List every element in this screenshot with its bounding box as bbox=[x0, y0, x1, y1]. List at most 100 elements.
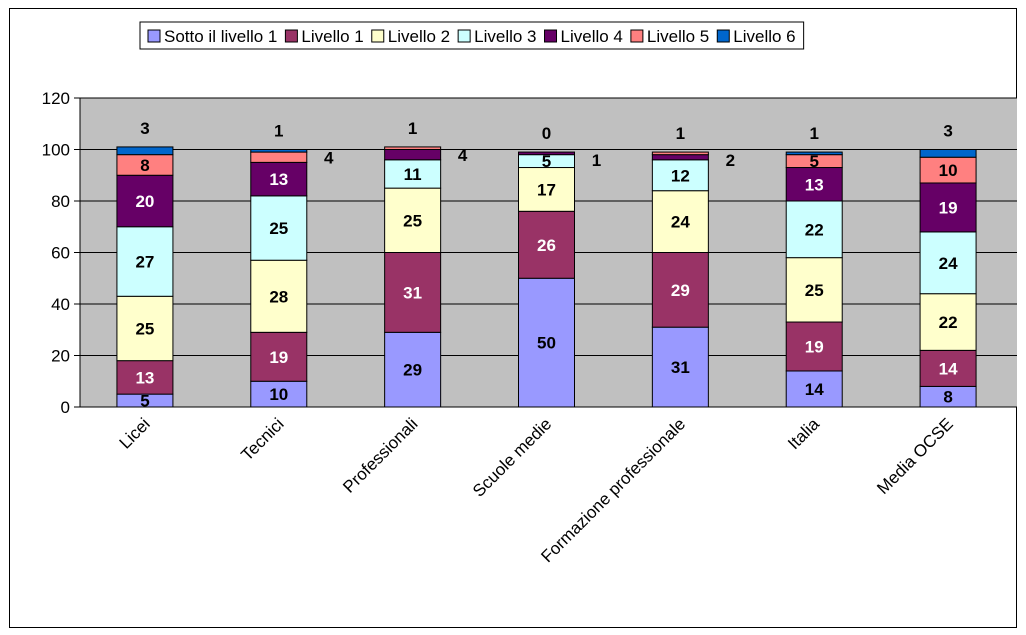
legend-swatch-livello-6 bbox=[716, 29, 730, 43]
legend-box bbox=[139, 21, 805, 50]
data-label: 13 bbox=[805, 175, 824, 194]
bar-segment-formazione-professionale-livello-2 bbox=[651, 190, 709, 253]
y-tick-label: 20 bbox=[51, 347, 70, 366]
bar-segment-tecnici-livello-6 bbox=[250, 149, 308, 153]
y-tick-label: 100 bbox=[42, 141, 70, 160]
y-tick-label: 80 bbox=[51, 192, 70, 211]
bar-segment-media-ocse-livello-3 bbox=[919, 231, 977, 295]
bar-segment-scuole-medie-livello-1 bbox=[518, 210, 575, 279]
bar-segment-media-ocse-livello-5 bbox=[919, 156, 977, 184]
y-tick-label: 0 bbox=[61, 398, 70, 417]
legend-label-livello-5: Livello 5 bbox=[647, 27, 709, 46]
data-label: 4 bbox=[458, 146, 468, 165]
legend-label-livello-6: Livello 6 bbox=[733, 27, 795, 46]
data-label: 3 bbox=[140, 119, 149, 138]
data-label: 19 bbox=[269, 348, 288, 367]
data-label: 3 bbox=[943, 122, 952, 141]
stacked-bar-chart: 02040608010012051325272083Licei101928251… bbox=[42, 21, 1017, 566]
data-label: 25 bbox=[805, 281, 824, 300]
data-label: 14 bbox=[939, 359, 958, 378]
legend-label-livello-1: Livello 1 bbox=[301, 27, 363, 46]
data-label: 13 bbox=[135, 368, 154, 387]
data-label: 10 bbox=[269, 385, 288, 404]
data-label: 27 bbox=[135, 253, 154, 272]
data-label: 10 bbox=[939, 161, 958, 180]
data-label: 26 bbox=[537, 236, 556, 255]
data-label: 28 bbox=[269, 287, 288, 306]
legend-label-livello-2: Livello 2 bbox=[388, 27, 450, 46]
data-label: 25 bbox=[403, 211, 422, 230]
bar-segment-tecnici-livello-1 bbox=[250, 331, 308, 382]
category-label-tecnici: Tecnici bbox=[237, 414, 287, 464]
data-label: 0 bbox=[542, 124, 551, 143]
data-label: 13 bbox=[269, 170, 288, 189]
category-label-licei: Licei bbox=[116, 414, 154, 452]
bar-segment-media-ocse-livello-6 bbox=[919, 149, 977, 158]
data-label: 22 bbox=[939, 313, 958, 332]
data-label: 25 bbox=[135, 319, 154, 338]
data-label: 19 bbox=[805, 337, 824, 356]
data-label: 31 bbox=[671, 358, 690, 377]
category-label-italia: Italia bbox=[784, 414, 823, 453]
bar-segment-formazione-professionale-livello-4 bbox=[651, 154, 709, 161]
bar-segment-professionali-sotto-il-livello-1 bbox=[384, 331, 442, 408]
bar-segment-licei-livello-6 bbox=[116, 146, 174, 156]
data-label: 29 bbox=[403, 361, 422, 380]
bar-segment-scuole-medie-livello-4 bbox=[518, 151, 575, 156]
category-label-formazione-professionale: Formazione professionale bbox=[537, 414, 689, 566]
bar-segment-professionali-livello-2 bbox=[384, 187, 442, 253]
bar-segment-media-ocse-livello-2 bbox=[919, 293, 977, 351]
y-tick-label: 40 bbox=[51, 295, 70, 314]
bar-segment-italia-livello-6 bbox=[785, 151, 843, 156]
data-label: 1 bbox=[592, 151, 601, 170]
legend-swatch-livello-5 bbox=[630, 29, 644, 43]
data-label: 50 bbox=[537, 334, 556, 353]
data-label: 8 bbox=[943, 388, 952, 407]
bar-segment-tecnici-livello-3 bbox=[250, 195, 308, 261]
category-label-scuole-medie: Scuole medie bbox=[469, 414, 555, 500]
bar-segment-professionali-livello-4 bbox=[384, 149, 442, 161]
legend-swatch-livello-3 bbox=[457, 29, 471, 43]
data-label: 22 bbox=[805, 220, 824, 239]
y-tick-label: 120 bbox=[42, 89, 70, 108]
y-tick-label: 60 bbox=[51, 244, 70, 263]
data-label: 8 bbox=[140, 156, 149, 175]
data-label: 31 bbox=[403, 283, 422, 302]
data-label: 12 bbox=[671, 166, 690, 185]
data-label: 5 bbox=[809, 152, 818, 171]
data-label: 14 bbox=[805, 380, 824, 399]
legend: Sotto il livello 1 Livello 1 Livello 2 Live… bbox=[139, 21, 805, 50]
data-label: 24 bbox=[671, 213, 690, 232]
category-label-professionali: Professionali bbox=[339, 414, 421, 496]
legend-label-sotto-il-livello-1: Sotto il livello 1 bbox=[164, 27, 277, 46]
data-label: 25 bbox=[269, 219, 288, 238]
bar-segment-tecnici-livello-5 bbox=[250, 151, 308, 163]
legend-swatch-livello-1 bbox=[284, 29, 298, 43]
legend-label-livello-4: Livello 4 bbox=[561, 27, 623, 46]
data-label: 1 bbox=[809, 124, 818, 143]
data-label: 20 bbox=[135, 192, 154, 211]
legend-label-livello-3: Livello 3 bbox=[474, 27, 536, 46]
bar-segment-italia-livello-3 bbox=[785, 200, 843, 259]
bar-segment-professionali-livello-5 bbox=[384, 146, 442, 151]
data-label: 1 bbox=[408, 119, 417, 138]
bar-segment-licei-livello-2 bbox=[116, 295, 174, 362]
bar-segment-formazione-professionale-livello-1 bbox=[651, 252, 709, 328]
data-label: 5 bbox=[542, 152, 551, 171]
bar-segment-tecnici-livello-4 bbox=[250, 161, 308, 197]
bar-segment-formazione-professionale-sotto-il-livello-1 bbox=[651, 326, 709, 408]
bar-segment-professionali-livello-3 bbox=[384, 159, 442, 189]
bar-segment-formazione-professionale-livello-5 bbox=[651, 151, 709, 156]
data-label: 1 bbox=[274, 122, 283, 141]
legend-swatch-livello-2 bbox=[371, 29, 385, 43]
data-label: 11 bbox=[404, 165, 422, 184]
data-label: 17 bbox=[537, 180, 556, 199]
legend-swatch-sotto-il-livello-1 bbox=[147, 29, 161, 43]
data-label: 24 bbox=[939, 254, 958, 273]
bar-segment-tecnici-livello-2 bbox=[250, 259, 308, 333]
data-label: 1 bbox=[676, 124, 685, 143]
legend-swatch-livello-4 bbox=[544, 29, 558, 43]
bar-segment-italia-livello-4 bbox=[785, 167, 843, 202]
chart-frame: 0 20 40 60 80 100 120 5 13 25 27 20 8 3 Licei 10 19 28 25 1… bbox=[9, 8, 1017, 628]
bar-segment-italia-livello-2 bbox=[785, 257, 843, 323]
